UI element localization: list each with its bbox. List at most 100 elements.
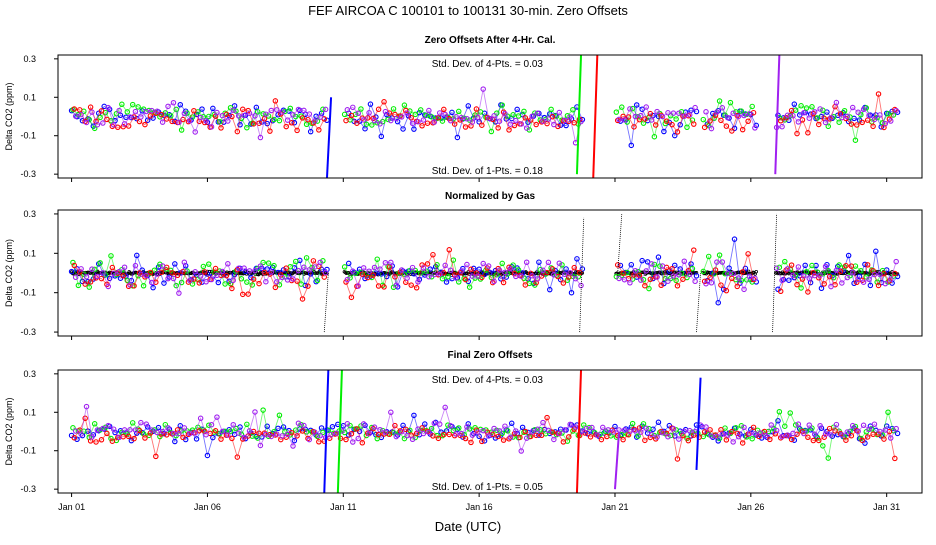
data-point <box>244 279 250 285</box>
data-point <box>805 130 811 136</box>
data-point <box>693 273 700 279</box>
data-point <box>619 104 625 110</box>
data-point <box>620 270 626 276</box>
data-point <box>89 109 95 115</box>
data-point <box>177 423 184 429</box>
data-point <box>627 106 633 112</box>
data-point <box>417 107 424 113</box>
data-point <box>393 115 400 122</box>
spike-line <box>695 377 702 470</box>
data-point <box>90 276 97 282</box>
data-point <box>191 107 197 114</box>
data-point <box>514 106 520 113</box>
data-point <box>170 99 177 106</box>
data-point <box>449 109 455 116</box>
data-point <box>809 104 815 110</box>
data-point <box>518 448 524 454</box>
data-point <box>885 409 891 416</box>
data-point <box>491 113 497 119</box>
data-point <box>795 421 802 427</box>
data-point <box>305 116 311 123</box>
data-point <box>384 273 390 280</box>
data-point <box>121 121 128 127</box>
data-point <box>718 282 724 288</box>
data-point <box>129 101 136 108</box>
data-point <box>491 425 497 432</box>
data-point <box>333 430 340 437</box>
data-point <box>856 273 863 280</box>
data-point <box>879 267 886 274</box>
data-point <box>708 125 715 132</box>
data-point <box>256 280 262 287</box>
data-point <box>752 125 758 131</box>
data-point <box>864 262 871 268</box>
data-point <box>174 272 181 279</box>
data-point <box>104 430 110 437</box>
data-point <box>515 267 522 273</box>
data-point <box>98 108 105 114</box>
x-tick-label: Jan 01 <box>58 502 85 512</box>
data-point <box>534 426 541 433</box>
data-point <box>612 423 618 430</box>
data-point <box>246 110 253 117</box>
data-point <box>745 118 751 124</box>
data-point <box>409 264 416 271</box>
data-point <box>798 285 804 291</box>
data-point <box>168 113 174 119</box>
data-point <box>76 269 83 275</box>
data-point <box>866 276 872 283</box>
data-point <box>138 114 144 120</box>
data-point <box>287 105 294 112</box>
x-tick-labels: Jan 01 Jan 06 Jan 11 Jan 16 Jan 21 Jan 26 Jan … <box>58 502 900 512</box>
reference-point <box>580 271 585 275</box>
data-point <box>849 104 856 111</box>
data-point <box>283 123 289 130</box>
data-point <box>290 443 296 449</box>
data-point <box>381 99 387 105</box>
annotation-1pts: Std. Dev. of 1-Pts. = 0.05 <box>432 482 544 493</box>
data-point <box>234 128 241 135</box>
data-point <box>441 106 447 113</box>
data-point <box>795 119 802 125</box>
data-point <box>159 119 166 125</box>
data-point <box>127 114 133 120</box>
data-point <box>610 429 617 435</box>
data-point <box>172 261 178 267</box>
data-point <box>370 425 376 432</box>
data-point <box>730 110 736 116</box>
data-point <box>208 421 215 428</box>
data-point <box>496 267 503 273</box>
data-point <box>719 105 726 111</box>
data-point <box>279 433 285 439</box>
data-point <box>818 285 825 292</box>
data-point <box>518 121 524 127</box>
data-point <box>464 424 470 430</box>
data-point <box>210 434 216 441</box>
panel-frame <box>57 369 923 494</box>
data-point <box>163 116 170 122</box>
data-point <box>507 121 514 127</box>
data-point <box>855 428 861 435</box>
y-tick-label: -0.3 <box>20 327 36 337</box>
data-point <box>225 118 231 124</box>
data-point <box>212 428 219 434</box>
data-point <box>735 433 742 440</box>
data-point <box>571 264 577 271</box>
data-point <box>560 280 567 286</box>
data-point <box>570 106 576 113</box>
data-point <box>820 443 826 449</box>
data-point <box>134 252 140 259</box>
data-point <box>510 262 516 268</box>
data-point <box>882 427 889 433</box>
data-point <box>567 421 573 428</box>
data-point <box>71 435 78 441</box>
data-point <box>860 422 867 429</box>
data-point <box>802 262 808 269</box>
y-axis-label: Delta CO2 (ppm) <box>4 239 14 307</box>
data-point <box>348 294 355 301</box>
data-point <box>109 438 116 444</box>
data-point <box>120 273 126 279</box>
data-point <box>561 271 568 278</box>
data-point <box>784 432 791 438</box>
data-point <box>749 435 755 442</box>
